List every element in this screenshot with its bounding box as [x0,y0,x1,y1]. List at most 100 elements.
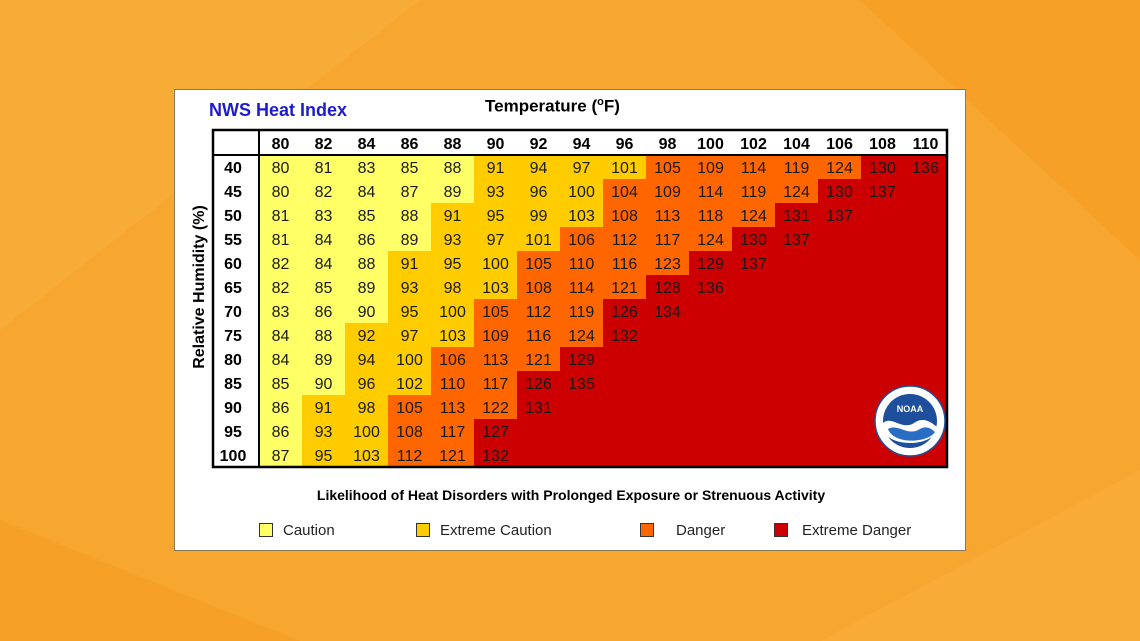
heat-cell [517,251,560,275]
heat-cell [431,347,474,371]
heat-cell [431,203,474,227]
heat-value-label: 117 [440,424,466,441]
heat-cell [732,203,775,227]
heat-value-label: 84 [358,184,376,201]
heat-value-label: 112 [526,304,552,321]
temperature-tick: 80 [272,136,290,153]
heat-cell [431,251,474,275]
temperature-tick: 108 [869,136,896,153]
humidity-tick: 60 [224,256,242,273]
heat-cell [517,299,560,323]
heat-cell [646,227,689,251]
humidity-tick: 95 [224,424,242,441]
heat-cell [388,419,431,443]
heat-value-label: 84 [272,328,290,345]
heat-cell [560,347,603,371]
heat-value-label: 86 [358,232,376,249]
heat-value-label: 90 [315,376,333,393]
heat-value-label: 90 [358,304,376,321]
legend-label-extreme-danger: Extreme Danger [802,522,912,539]
heat-cell [646,275,689,299]
heat-value-label: 112 [397,448,423,465]
chart-subtitle: Likelihood of Heat Disorders with Prolon… [316,487,826,503]
heat-cell [646,179,689,203]
heat-value-label: 103 [439,328,466,345]
heat-value-label: 83 [358,160,376,177]
heat-value-label: 121 [525,352,552,369]
x-axis-label: Temperature (oF) [485,96,620,116]
heat-value-label: 136 [912,160,939,177]
heat-value-label: 80 [272,184,290,201]
heat-cell [302,299,345,323]
heat-value-label: 88 [358,256,376,273]
heat-value-label: 130 [740,232,767,249]
heat-value-label: 94 [530,160,548,177]
heat-value-label: 101 [611,160,638,177]
heat-value-label: 109 [482,328,509,345]
heat-cell [388,371,431,395]
heat-value-label: 127 [482,424,509,441]
heat-value-label: 119 [784,160,810,177]
heat-value-label: 93 [315,424,333,441]
heat-cell [345,395,388,419]
heat-value-label: 116 [612,256,638,273]
heat-value-label: 121 [439,448,466,465]
heat-cell [904,155,947,179]
heat-cell [861,155,904,179]
heat-value-label: 87 [272,448,290,465]
heat-cell [431,323,474,347]
temperature-tick: 82 [315,136,333,153]
humidity-tick: 75 [224,328,242,345]
heat-cell [388,179,431,203]
heat-cell [560,323,603,347]
heat-cell [646,299,689,323]
heat-value-label: 88 [315,328,333,345]
heat-cell [560,155,603,179]
heat-cell [259,203,302,227]
heat-value-label: 91 [444,208,462,225]
heat-cell [388,203,431,227]
heat-value-label: 81 [272,208,290,225]
heat-cell [775,179,818,203]
temperature-tick: 90 [487,136,505,153]
heat-value-label: 97 [573,160,591,177]
heat-value-label: 87 [401,184,419,201]
heat-value-label: 132 [482,448,509,465]
heat-cell [560,203,603,227]
heat-value-label: 91 [315,400,333,417]
humidity-tick: 80 [224,352,242,369]
heat-cell [302,155,345,179]
heat-value-label: 129 [568,352,595,369]
heat-cell [302,203,345,227]
heat-cell [474,155,517,179]
heat-cell [302,275,345,299]
heat-cell [689,155,732,179]
temperature-tick: 92 [530,136,548,153]
heat-value-label: 85 [401,160,419,177]
heat-cell [431,395,474,419]
heat-cell [345,251,388,275]
heat-value-label: 126 [525,376,552,393]
heat-value-label: 121 [611,280,638,297]
heat-value-label: 82 [272,280,290,297]
heat-cell [345,347,388,371]
heat-cell [775,227,818,251]
heat-cell [302,179,345,203]
heat-cell [302,419,345,443]
heat-value-label: 113 [483,352,509,369]
heat-value-label: 103 [482,280,509,297]
heat-cell [560,275,603,299]
heat-cell [474,275,517,299]
temperature-tick: 84 [358,136,376,153]
heat-value-label: 126 [611,304,638,321]
humidity-tick: 70 [224,304,242,321]
heat-value-label: 105 [396,400,423,417]
heat-value-label: 82 [315,184,333,201]
heat-value-label: 84 [315,256,333,273]
heat-value-label: 100 [482,256,509,273]
heat-value-label: 114 [698,184,724,201]
heat-cell [474,419,517,443]
noaa-logo-icon: NOAA [874,385,946,457]
heat-cell [302,395,345,419]
humidity-tick: 50 [224,208,242,225]
